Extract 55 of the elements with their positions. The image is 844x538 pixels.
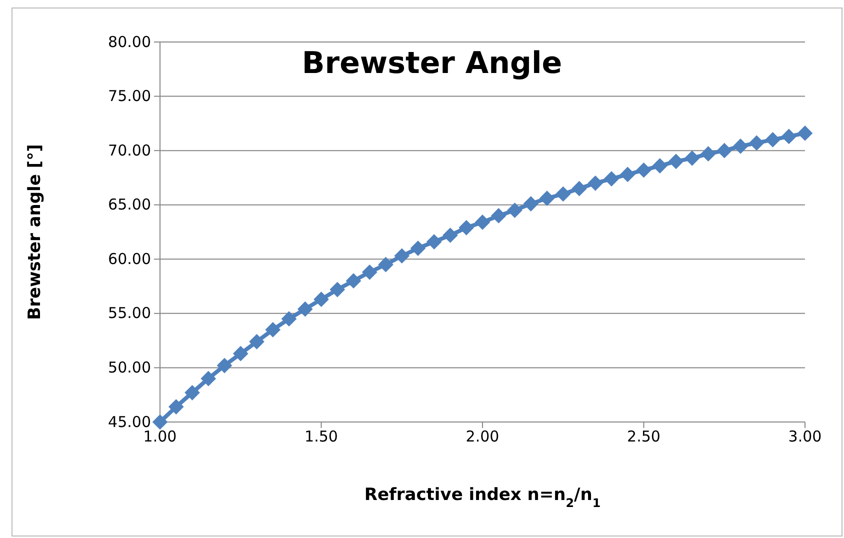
point [410,240,426,256]
point [604,171,620,186]
point [668,154,684,170]
chart-title: Brewster Angle [302,46,562,81]
x-tick-label: 3.00 [788,428,822,446]
point [168,399,184,414]
x-tick-label: 2.00 [466,428,500,446]
point [216,358,232,374]
point [781,128,797,144]
y-tick-label: 70.00 [108,141,151,160]
point [523,196,539,212]
point [249,334,264,350]
point [474,214,490,230]
point [588,175,604,191]
y-tick-label: 80.00 [108,32,151,51]
point [684,150,700,166]
point [636,162,652,178]
point [620,166,636,182]
point [765,132,780,148]
point [426,234,442,250]
point [539,190,555,206]
point [265,322,281,338]
point [362,264,378,280]
point [700,146,716,162]
y-tick-label: 55.00 [108,304,151,322]
point [732,138,748,154]
y-tick-label: 60.00 [108,250,151,268]
point [442,228,458,243]
y-tick-label: 65.00 [108,196,151,214]
y-axis-title: Brewster angle [°] [25,144,45,320]
x-tick-label: 1.50 [304,428,338,446]
point [232,346,248,362]
point [281,311,297,327]
point [378,256,394,272]
point [555,186,571,202]
point [490,208,506,224]
point [394,248,410,264]
y-tick-label: 75.00 [108,87,151,106]
point [797,126,813,141]
point [572,180,587,196]
point [748,135,764,151]
x-axis-title: Refractive index n=n$_{2}$/n$_{1}$ [364,485,601,510]
point [458,220,474,236]
point [346,273,362,289]
point [200,370,216,386]
point [507,202,522,218]
x-tick-label: 2.50 [627,428,660,446]
y-tick-label: 50.00 [108,358,151,377]
point [716,142,732,158]
point [297,301,313,317]
point [314,292,329,307]
point [152,414,168,430]
point [652,158,668,174]
point [330,282,346,298]
point [184,385,200,400]
